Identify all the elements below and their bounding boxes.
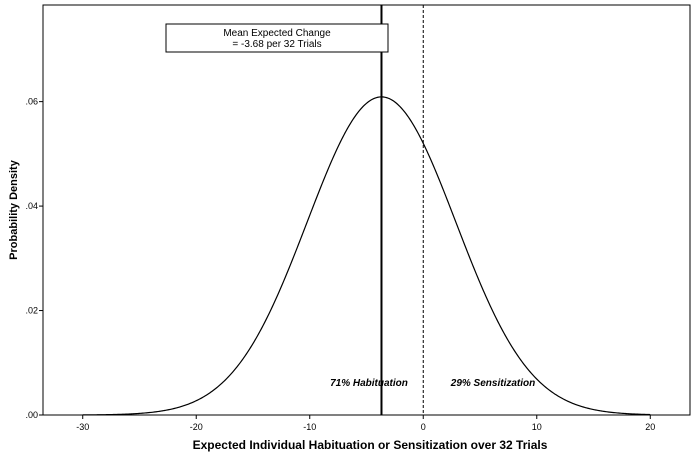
habituation-label: 71% Habituation <box>330 378 408 389</box>
x-tick-label: 10 <box>532 422 542 432</box>
y-axis-title: Probability Density <box>8 159 20 260</box>
x-tick-label: -10 <box>303 422 316 432</box>
annotation-box <box>165 23 389 53</box>
x-tick-label: -20 <box>190 422 203 432</box>
x-tick-label: 0 <box>421 422 426 432</box>
annotation-line-2: = -3.68 per 32 Trials <box>232 39 321 50</box>
x-axis-ticks: -30 -20 -10 0 10 20 <box>76 415 655 432</box>
annotation-line-1: Mean Expected Change <box>223 28 331 39</box>
y-tick-label: .00 <box>25 410 38 420</box>
x-tick-label: 20 <box>645 422 655 432</box>
plot-frame <box>42 4 691 416</box>
y-tick-label: .04 <box>25 201 38 211</box>
density-curve <box>82 96 651 416</box>
y-tick-label: .02 <box>25 306 38 316</box>
y-tick-label: .06 <box>25 97 38 107</box>
x-axis-title: Expected Individual Habituation or Sensi… <box>193 438 548 452</box>
x-tick-label: -30 <box>76 422 89 432</box>
sensitization-label: 29% Sensitization <box>450 378 535 389</box>
y-axis-ticks: .00 .02 .04 .06 <box>25 97 43 420</box>
